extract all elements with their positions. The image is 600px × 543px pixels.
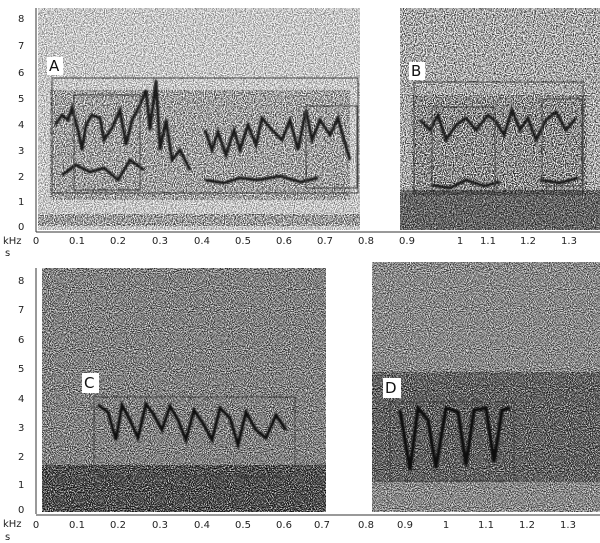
top-y-tick-0: 0 xyxy=(18,222,24,233)
bottom-y-unit-label: kHz xyxy=(3,519,22,530)
box-b-inner-left xyxy=(431,106,496,193)
box-b-inner-right xyxy=(541,98,583,187)
top-x-tick-11: 1.1 xyxy=(480,236,496,247)
box-a-inner-left xyxy=(73,94,141,191)
bottom-y-tick-1: 1 xyxy=(18,480,24,491)
bottom-x-tick-12: 1.2 xyxy=(519,520,535,531)
bottom-x-tick-10: 1 xyxy=(443,520,449,531)
bottom-y-tick-4: 4 xyxy=(18,394,24,405)
bottom-y-tick-3: 3 xyxy=(18,423,24,434)
box-a-outer xyxy=(51,77,359,194)
top-y-tick-3: 3 xyxy=(18,146,24,157)
top-y-axis-ticks: 0 1 2 3 4 5 6 7 8 xyxy=(18,14,24,233)
top-x-tick-6: 0.6 xyxy=(276,236,292,247)
top-spectrogram-row: A B 0 1 2 3 4 5 6 7 8 kHz s 0 0.1 0.2 0.… xyxy=(3,8,600,259)
bottom-x-tick-6: 0.6 xyxy=(276,520,292,531)
top-y-unit-label: kHz xyxy=(3,236,22,247)
panel-label-d: D xyxy=(385,379,397,397)
top-x-tick-5: 0.5 xyxy=(235,236,251,247)
bottom-y-tick-7: 7 xyxy=(18,305,24,316)
top-y-tick-2: 2 xyxy=(18,172,24,183)
top-x-axis-ticks: 0 0.1 0.2 0.3 0.4 0.5 0.6 0.7 0.8 0.9 1 … xyxy=(33,236,577,247)
bottom-x-tick-13: 1.3 xyxy=(560,520,576,531)
top-y-tick-4: 4 xyxy=(18,120,24,131)
bottom-y-tick-6: 6 xyxy=(18,335,24,346)
spectrogram-c-traces xyxy=(97,400,288,451)
bottom-x-tick-4: 0.4 xyxy=(194,520,210,531)
top-y-tick-5: 5 xyxy=(18,94,24,105)
spectrogram-a-energy xyxy=(50,90,350,200)
bottom-x-tick-5: 0.5 xyxy=(235,520,251,531)
top-y-tick-1: 1 xyxy=(18,197,24,208)
bottom-x-tick-1: 0.1 xyxy=(69,520,85,531)
top-y-tick-8: 8 xyxy=(18,14,24,25)
bottom-y-tick-2: 2 xyxy=(18,452,24,463)
top-x-tick-12: 1.2 xyxy=(520,236,536,247)
top-x-tick-13: 1.3 xyxy=(561,236,577,247)
top-x-tick-3: 0.3 xyxy=(152,236,168,247)
bottom-x-unit-label: s xyxy=(5,532,10,543)
bottom-x-tick-7: 0.7 xyxy=(314,520,330,531)
bottom-y-axis-ticks: 0 1 2 3 4 5 6 7 8 xyxy=(18,276,24,516)
top-x-tick-1: 0.1 xyxy=(69,236,85,247)
bottom-x-tick-0: 0 xyxy=(33,520,39,531)
top-x-tick-8: 0.8 xyxy=(358,236,374,247)
top-x-tick-7: 0.7 xyxy=(317,236,333,247)
box-d xyxy=(389,401,515,482)
panel-label-a: A xyxy=(49,57,60,75)
top-x-unit-label: s xyxy=(5,248,10,259)
bottom-y-tick-5: 5 xyxy=(18,364,24,375)
box-a-inner-right xyxy=(305,105,358,189)
bottom-x-tick-3: 0.3 xyxy=(152,520,168,531)
bottom-y-tick-0: 0 xyxy=(18,505,24,516)
top-x-tick-0: 0 xyxy=(33,236,39,247)
top-x-tick-2: 0.2 xyxy=(110,236,126,247)
spectrogram-b-energy xyxy=(412,95,587,195)
top-x-tick-10: 1 xyxy=(457,236,463,247)
top-x-tick-9: 0.9 xyxy=(399,236,415,247)
bottom-x-axis-ticks: 0 0.1 0.2 0.3 0.4 0.5 0.6 0.7 0.8 0.9 1 … xyxy=(33,520,576,531)
box-b-outer xyxy=(413,81,584,195)
bottom-y-tick-8: 8 xyxy=(18,276,24,287)
spectrogram-d-traces xyxy=(398,403,511,471)
top-x-tick-4: 0.4 xyxy=(194,236,210,247)
top-y-tick-6: 6 xyxy=(18,68,24,79)
box-c xyxy=(93,396,296,478)
bottom-spectrogram-row: C D 0 1 2 3 4 5 6 7 8 kHz s 0 0.1 0.2 0.… xyxy=(3,262,600,543)
bottom-x-tick-2: 0.2 xyxy=(110,520,126,531)
top-y-tick-7: 7 xyxy=(18,41,24,52)
bottom-x-tick-11: 1.1 xyxy=(478,520,494,531)
panel-label-b: B xyxy=(411,62,421,80)
panel-label-c: C xyxy=(84,374,94,392)
bottom-x-tick-8: 0.8 xyxy=(358,520,374,531)
bottom-x-tick-9: 0.9 xyxy=(397,520,413,531)
